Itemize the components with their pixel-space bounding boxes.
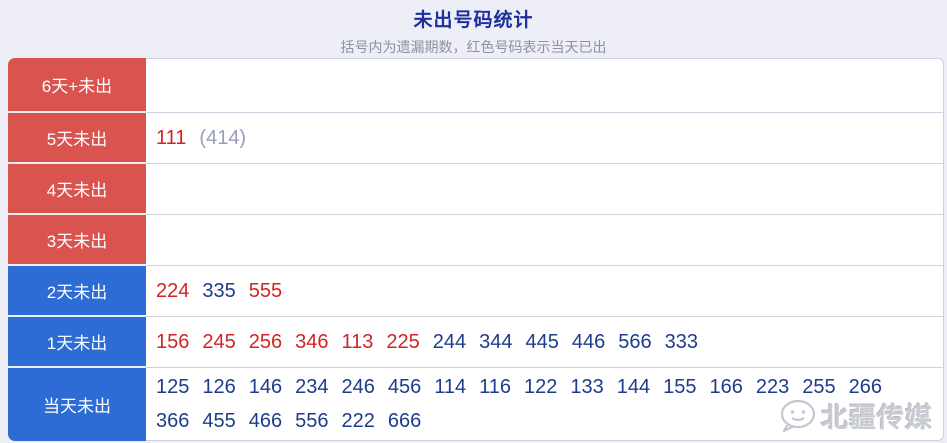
row-label: 2天未出: [8, 266, 146, 317]
number-group: 225: [386, 331, 420, 353]
table-row: 当天未出 125 126 146 234 246 456 114 116 122 133 144 155…: [8, 368, 944, 441]
number-group: 111: [156, 127, 187, 149]
number-group: 234: [295, 376, 329, 398]
table-row: 1天未出 156 245 256 346 113 225 244 344 445 446 566 333: [8, 317, 944, 368]
number-group: 366: [156, 410, 190, 432]
row-label: 3天未出: [8, 215, 146, 266]
row-numbers: 125 126 146 234 246 456 114 116 122 133 144 155 166 2…: [146, 368, 944, 441]
row-numbers: [146, 164, 944, 215]
number-group: 116: [479, 376, 512, 398]
number-group: 555: [248, 280, 283, 302]
number-group: 333: [664, 331, 699, 353]
row-numbers: 224 335 555: [146, 266, 944, 317]
table-row: 2天未出 224 335 555: [8, 266, 944, 317]
row-numbers: 111 (414): [146, 113, 944, 164]
number-group: 222: [341, 410, 375, 432]
number-group: 146: [248, 376, 283, 398]
number-group: 166: [709, 376, 743, 398]
number-group: 556: [295, 410, 329, 432]
number-group: 113: [341, 331, 374, 353]
table-row: 4天未出: [8, 164, 944, 215]
number-group: 125: [156, 376, 190, 398]
number-group: 455: [202, 410, 236, 432]
row-numbers: 156 245 256 346 113 225 244 344 445 446 566 333: [146, 317, 944, 368]
number-group: 266: [848, 376, 883, 398]
number-group: 224: [156, 280, 190, 302]
number-group: 223: [755, 376, 790, 398]
number-group: 346: [295, 331, 329, 353]
number-group: 446: [571, 331, 606, 353]
number-group: 335: [202, 280, 236, 302]
number-group: 245: [202, 331, 236, 353]
number-group: 456: [387, 376, 422, 398]
row-label: 1天未出: [8, 317, 146, 368]
number-group: 133: [570, 376, 604, 398]
number-group: 156: [156, 331, 190, 353]
table-row: 5天未出 111 (414): [8, 113, 944, 164]
missing-numbers-table: 6天+未出 5天未出 111 (414) 4天未出 3天未出 2天未出 224 335 555 1天…: [8, 58, 944, 441]
row-label: 6天+未出: [8, 58, 146, 113]
number-group: (414): [199, 127, 247, 149]
row-label: 5天未出: [8, 113, 146, 164]
number-group: 114: [434, 376, 467, 398]
number-group: 466: [248, 410, 283, 432]
row-label: 4天未出: [8, 164, 146, 215]
row-label: 当天未出: [8, 368, 146, 441]
number-group: 144: [616, 376, 651, 398]
number-group: 566: [618, 331, 652, 353]
page-title: 未出号码统计: [413, 10, 534, 31]
number-group: 155: [663, 376, 697, 398]
number-group: 244: [432, 331, 467, 353]
number-group: 246: [341, 376, 375, 398]
row-numbers: [146, 215, 944, 266]
number-group: 122: [524, 376, 558, 398]
page-subtitle: 括号内为遗漏期数，红色号码表示当天已出: [340, 39, 607, 55]
number-group: 256: [248, 331, 283, 353]
page-header: 未出号码统计 括号内为遗漏期数，红色号码表示当天已出: [0, 0, 947, 56]
row-numbers: [146, 58, 944, 113]
number-group: 344: [479, 331, 513, 353]
number-group: 255: [802, 376, 836, 398]
number-group: 445: [525, 331, 559, 353]
number-group: 126: [202, 376, 236, 398]
table-row: 3天未出: [8, 215, 944, 266]
table-row: 6天+未出: [8, 58, 944, 113]
number-group: 666: [387, 410, 422, 432]
